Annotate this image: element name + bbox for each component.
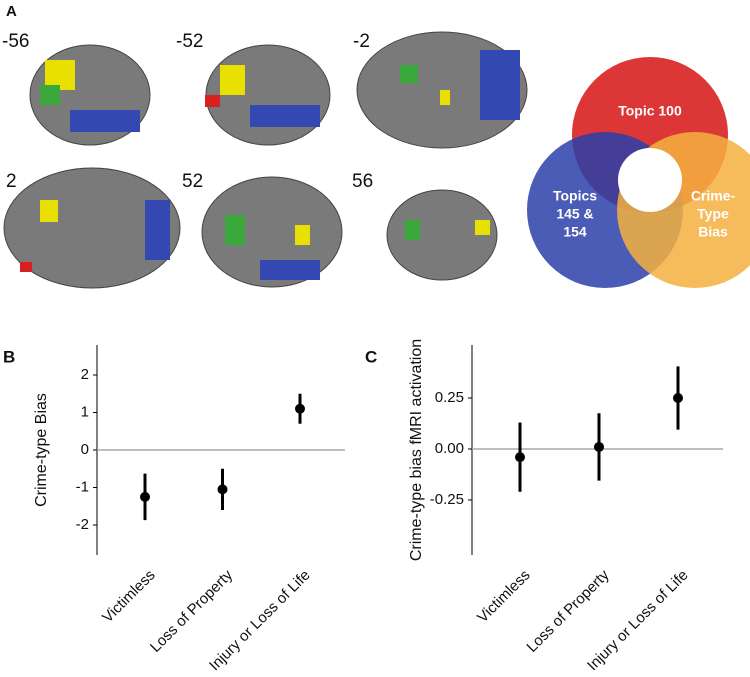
y-tick-label: 0.25: [435, 389, 464, 406]
point: [217, 484, 228, 495]
blob: [260, 260, 320, 280]
panel-label: A: [6, 3, 17, 20]
blob: [440, 90, 450, 105]
y-tick-label: -0.25: [430, 491, 464, 508]
x-tick-label: Loss of Property: [523, 566, 613, 656]
activations: [20, 50, 520, 280]
slice-label: -52: [176, 31, 203, 52]
blob: [145, 200, 170, 260]
blob: [400, 65, 418, 83]
x-tick-label: Victimless: [474, 567, 534, 627]
blob: [40, 200, 58, 222]
blob: [480, 50, 520, 120]
y-tick-label: 0.00: [435, 440, 464, 457]
venn-label: Crime-: [691, 188, 736, 204]
slice-label: 52: [182, 171, 203, 192]
panel-label: B: [3, 347, 15, 366]
venn-label: Topic 100: [618, 103, 682, 119]
blob: [205, 95, 220, 107]
venn-label: Topics: [553, 188, 597, 204]
slice-label: -56: [2, 31, 29, 52]
venn-label: Type: [697, 206, 729, 222]
brain: [3, 167, 181, 289]
y-tick-label: -2: [76, 516, 89, 533]
blob: [475, 220, 490, 235]
blob: [40, 85, 60, 105]
venn: [527, 57, 750, 288]
brain: [201, 176, 343, 288]
blob: [20, 262, 32, 272]
blob: [250, 105, 320, 127]
y-tick-label: 0: [81, 441, 89, 458]
blob: [405, 220, 420, 240]
point: [594, 441, 604, 452]
blob: [295, 225, 310, 245]
y-tick-label: 1: [81, 403, 89, 420]
slice-label: 56: [352, 171, 373, 192]
venn-label: 145 &: [556, 206, 593, 222]
panel-label: C: [365, 347, 377, 366]
brain-slices: [3, 31, 528, 289]
y-axis-title: Crime-type Bias: [33, 393, 50, 507]
blob: [220, 65, 245, 95]
blob: [225, 215, 245, 245]
slice-label: 2: [6, 171, 17, 192]
point: [673, 393, 683, 404]
y-tick-label: -1: [76, 478, 89, 495]
y-axis-title: Crime-type bias fMRI activation: [408, 339, 425, 561]
x-tick-label: Loss of Property: [147, 566, 237, 656]
venn-label: 154: [563, 224, 587, 240]
point: [295, 403, 305, 414]
slice-label: -2: [353, 31, 370, 52]
venn-center: [618, 148, 682, 212]
blob: [70, 110, 140, 132]
venn-label: Bias: [698, 224, 728, 240]
point: [515, 452, 525, 463]
y-tick-label: 2: [81, 366, 89, 383]
x-tick-label: Victimless: [99, 567, 159, 627]
brain: [386, 189, 498, 281]
point: [140, 491, 150, 502]
